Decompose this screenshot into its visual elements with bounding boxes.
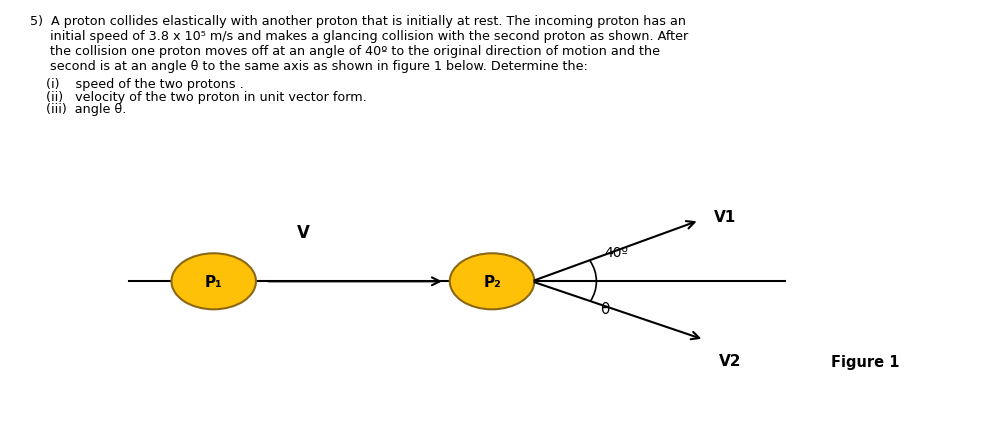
Text: (i)    speed of the two protons .: (i) speed of the two protons . (30, 77, 244, 90)
Text: initial speed of 3.8 x 10⁵ m/s and makes a glancing collision with the second pr: initial speed of 3.8 x 10⁵ m/s and makes… (30, 30, 688, 43)
Text: V2: V2 (719, 353, 742, 368)
Text: V1: V1 (715, 209, 737, 224)
Text: 40º: 40º (604, 246, 628, 260)
Text: (iii)  angle θ.: (iii) angle θ. (30, 103, 126, 116)
Text: P₁: P₁ (205, 274, 223, 289)
Text: P₂: P₂ (483, 274, 501, 289)
Ellipse shape (449, 254, 535, 310)
Text: second is at an angle θ to the same axis as shown in figure 1 below. Determine t: second is at an angle θ to the same axis… (30, 60, 587, 73)
Text: θ: θ (600, 301, 610, 316)
Ellipse shape (172, 254, 256, 310)
Text: V: V (297, 223, 309, 241)
Text: 5)  A proton collides elastically with another proton that is initially at rest.: 5) A proton collides elastically with an… (30, 15, 686, 28)
Text: (ii)   velocity of the two proton in unit vector form.: (ii) velocity of the two proton in unit … (30, 90, 367, 103)
Text: Figure 1: Figure 1 (831, 354, 899, 369)
Text: the collision one proton moves off at an angle of 40º to the original direction : the collision one proton moves off at an… (30, 45, 660, 58)
